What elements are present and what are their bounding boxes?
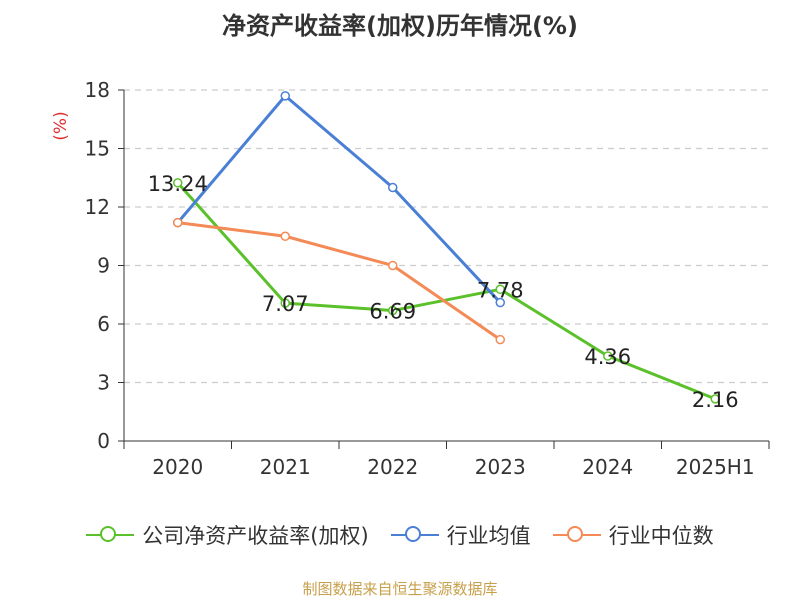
- data-label: 4.36: [584, 345, 631, 369]
- x-tick-label: 2023: [475, 455, 526, 479]
- legend-item: 行业均值: [390, 520, 531, 550]
- data-point: [495, 334, 505, 345]
- data-point: [280, 231, 290, 241]
- data-point: [388, 182, 398, 193]
- data-point: [388, 260, 398, 271]
- source-note: 制图数据来自恒生聚源数据库: [302, 580, 498, 598]
- legend-marker-icon: [390, 525, 439, 545]
- y-tick-label: 6: [97, 312, 110, 336]
- data-point: [173, 217, 183, 228]
- data-point: [495, 284, 505, 295]
- data-point: [388, 305, 398, 316]
- y-tick-label: 9: [97, 254, 110, 278]
- data-point: [280, 298, 290, 308]
- legend-item: 公司净资产收益率(加权): [86, 520, 369, 550]
- legend-marker-icon: [86, 525, 135, 545]
- gridlines: [124, 89, 769, 384]
- series-line-1: [176, 94, 502, 304]
- x-tick-label: 2020: [152, 455, 203, 479]
- chart-title: 净资产收益率(加权)历年情况(%): [222, 12, 578, 40]
- legend-label: 行业均值: [446, 524, 531, 548]
- y-axis-label: (%): [51, 111, 71, 140]
- x-tick-label: 2021: [260, 455, 311, 479]
- data-label: 7.78: [477, 278, 524, 302]
- series-lines: [173, 91, 720, 404]
- legend-marker-icon: [552, 525, 601, 545]
- legend: 公司净资产收益率(加权) 行业均值 行业中位数: [0, 520, 800, 550]
- x-tick-label: 2024: [582, 455, 633, 479]
- legend-label: 公司净资产收益率(加权): [142, 524, 369, 548]
- x-tick-label: 2022: [367, 455, 418, 479]
- y-tick-label: 12: [85, 195, 110, 219]
- data-point: [280, 91, 290, 101]
- data-point: [173, 178, 183, 188]
- y-tick-label: 3: [97, 371, 110, 395]
- data-labels: 13.24 7.07 6.69 7.78 4.36 2.16: [148, 172, 739, 412]
- series-line-0: [176, 181, 716, 401]
- data-label: 6.69: [369, 300, 416, 324]
- legend-item: 行业中位数: [552, 520, 714, 550]
- data-label: 7.07: [262, 292, 309, 316]
- y-tick-label: 18: [85, 78, 110, 102]
- x-tick-label: 2025H1: [676, 455, 755, 479]
- data-point: [495, 297, 505, 308]
- legend-label: 行业中位数: [608, 524, 714, 548]
- data-point: [603, 351, 613, 361]
- data-label: 13.24: [148, 172, 208, 196]
- y-tick-label: 15: [85, 137, 110, 161]
- data-label: 2.16: [692, 388, 739, 412]
- data-point: [710, 394, 720, 404]
- series-line-2: [177, 221, 502, 341]
- axes: 0 3 6 9 12 15 18 (%) 2020 2021 2022 2023 2024 2025H1: [51, 78, 770, 479]
- y-tick-label: 0: [97, 429, 110, 453]
